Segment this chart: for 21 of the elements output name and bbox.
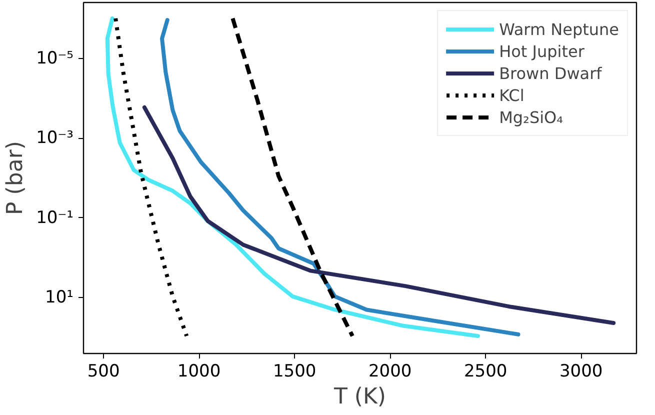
x-axis-title: T (K): [332, 384, 386, 410]
line-series: [105, 16, 480, 338]
x-tick-label: 1500: [272, 362, 316, 382]
legend-label: Brown Dwarf: [499, 64, 602, 82]
legend-label: KCl: [499, 86, 524, 104]
y-axis-title: P (bar): [3, 141, 28, 215]
line-series: [114, 16, 189, 338]
line-series: [230, 16, 354, 338]
x-tick-label: 3000: [559, 362, 603, 382]
x-tick-label: 500: [87, 362, 120, 382]
y-tick-label: 10⁻³: [36, 128, 74, 148]
y-tick-label: 10⁻¹: [36, 208, 74, 228]
x-tick-label: 2000: [368, 362, 412, 382]
x-tick-label: 2500: [464, 362, 508, 382]
legend-label: Warm Neptune: [499, 20, 619, 38]
y-tick-label: 10¹: [45, 288, 74, 308]
x-tick-label: 1000: [177, 362, 221, 382]
y-tick-label: 10⁻⁵: [36, 48, 74, 68]
line-series: [142, 105, 616, 325]
legend-label: Hot Jupiter: [499, 42, 584, 60]
legend-label: Mg₂SiO₄: [499, 108, 564, 126]
